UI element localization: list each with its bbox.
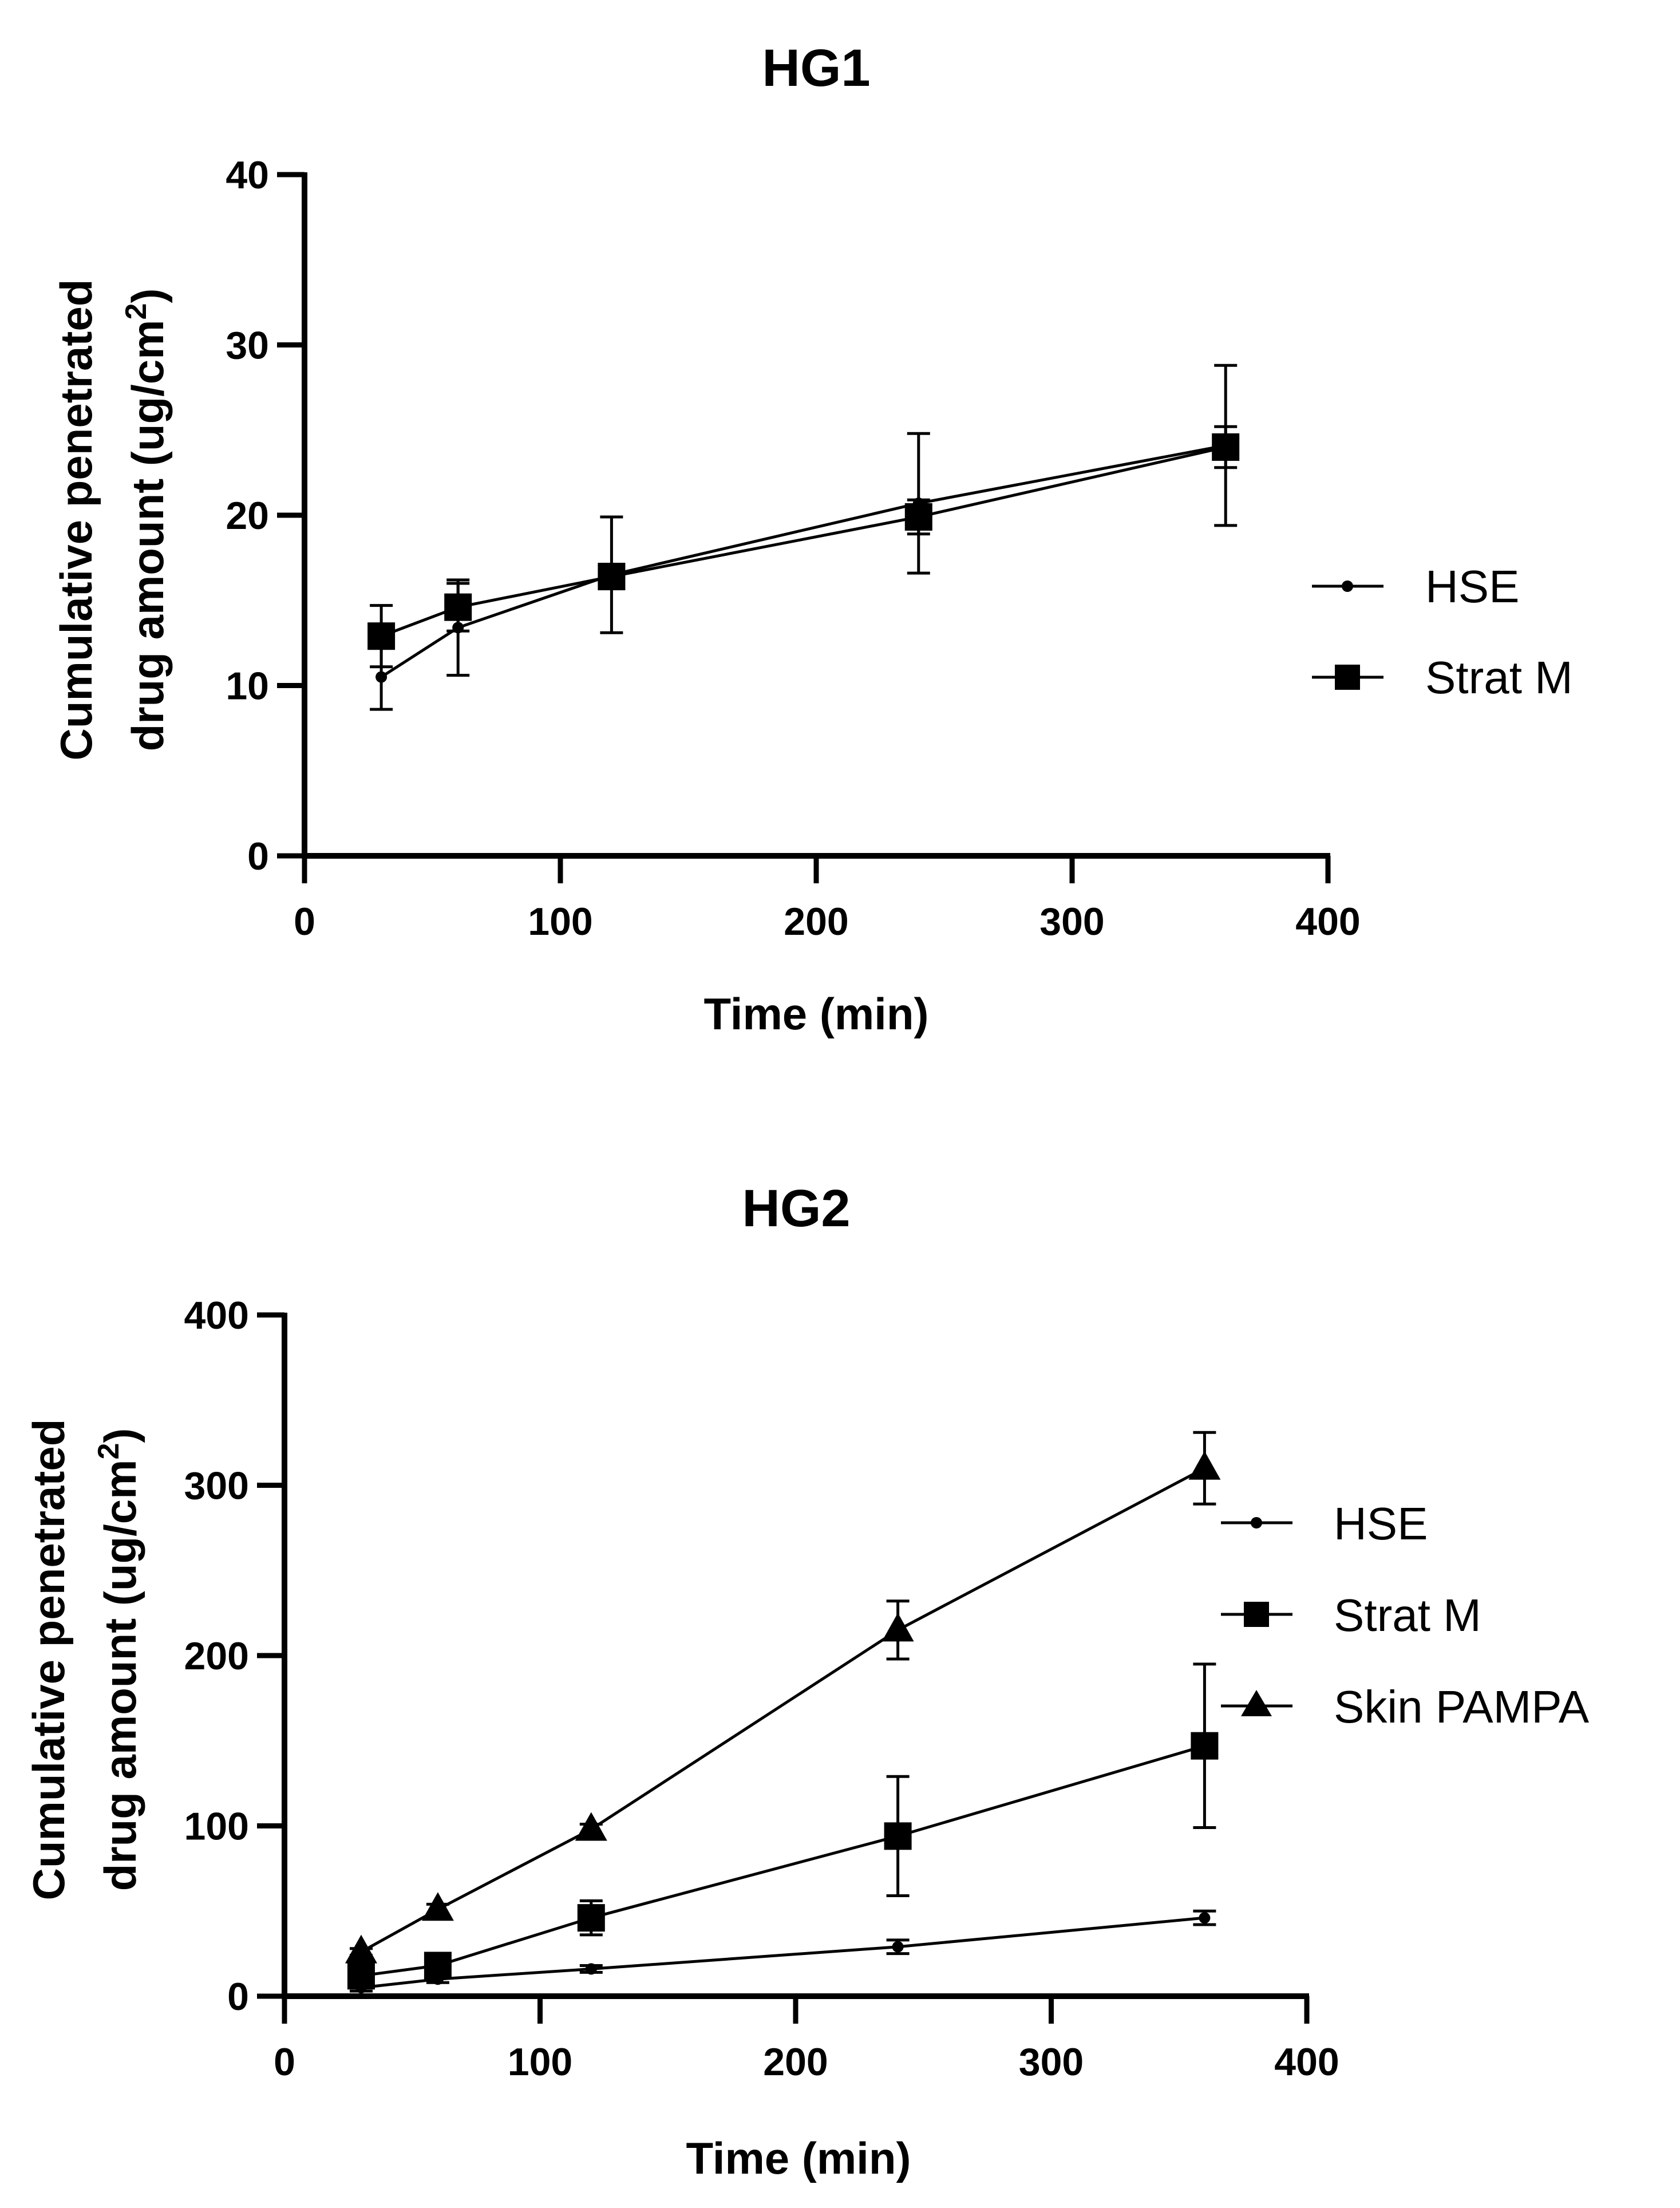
legend-circle-marker-icon (1342, 580, 1353, 592)
data-point (345, 1934, 377, 1964)
legend-label-strat-m: Strat M (1334, 1590, 1481, 1641)
x-axis-title: Time (min) (686, 2133, 911, 2183)
legend-square-marker-icon (1244, 1602, 1269, 1627)
legend-square-marker-icon (1335, 665, 1360, 690)
series-hse (370, 364, 1238, 711)
series-strat-m (367, 425, 1240, 669)
y-axis-title: Cumulative penetrated drug amount (ug/cm… (23, 1419, 145, 1901)
y-tick-label: 0 (247, 835, 269, 878)
series-line-hse (361, 1916, 1205, 1989)
series-line-strat-m (381, 445, 1226, 638)
x-tick-label: 400 (1295, 900, 1360, 943)
data-point (881, 1613, 914, 1642)
y-axis-title-superscript: 2 (120, 303, 153, 320)
y-axis-title-line2: drug amount (ug/cm2) (120, 289, 173, 752)
chart-hg1: HG1 Cumulative penetrated drug amount (u… (51, 39, 1573, 1039)
y-axis-title-close: ) (95, 1428, 145, 1443)
x-tick-label: 200 (784, 900, 848, 943)
legend-label-skin-pampa: Skin PAMPA (1334, 1681, 1590, 1732)
x-tick-label: 0 (274, 2040, 295, 2084)
x-tick-label: 400 (1274, 2040, 1339, 2084)
y-axis-title-text: drug amount (ug/cm (122, 319, 173, 751)
y-tick-label: 10 (226, 665, 269, 708)
data-point (577, 1904, 605, 1932)
data-point (1191, 1732, 1219, 1760)
y-tick-label: 100 (184, 1805, 249, 1848)
legend: HSE Strat M Skin PAMPA (1221, 1498, 1590, 1732)
y-tick-label: 40 (226, 153, 269, 197)
x-tick-label: 300 (1019, 2040, 1084, 2084)
chart-title: HG2 (742, 1179, 850, 1238)
plot-area (367, 364, 1240, 711)
data-point (1188, 1451, 1221, 1480)
legend-item-skin-pampa: Skin PAMPA (1221, 1681, 1590, 1732)
y-axis-title-line2: drug amount (ug/cm2) (92, 1428, 145, 1891)
legend-label-hse: HSE (1334, 1498, 1428, 1549)
data-point (421, 1892, 454, 1921)
y-tick-label: 20 (226, 494, 269, 538)
data-point (904, 503, 932, 531)
y-axis-title: Cumulative penetrated drug amount (ug/cm… (51, 279, 173, 761)
y-axis-title-superscript: 2 (92, 1443, 125, 1460)
data-point (892, 1941, 904, 1953)
y-axis-title-line1: Cumulative penetrated (23, 1419, 74, 1901)
x-axis-title: Time (min) (704, 989, 929, 1039)
data-point (367, 622, 396, 650)
plot-area (345, 1431, 1221, 1994)
y-tick-label: 30 (226, 324, 269, 368)
x-tick-label: 100 (528, 900, 592, 943)
legend-item-hse: HSE (1312, 561, 1520, 612)
chart-hg2: HG2 Cumulative penetrated drug amount (u… (23, 1179, 1590, 2183)
legend-label-hse: HSE (1425, 561, 1520, 612)
legend-triangle-marker-icon (1241, 1690, 1272, 1716)
y-axis-title-text: drug amount (ug/cm (95, 1459, 145, 1891)
data-point (1212, 433, 1240, 461)
chart-title: HG1 (762, 39, 870, 97)
x-tick-label: 100 (508, 2040, 572, 2084)
legend: HSE Strat M (1312, 561, 1573, 703)
y-tick-label: 300 (184, 1464, 249, 1508)
x-tick-label: 200 (763, 2040, 828, 2084)
data-point (598, 563, 626, 591)
x-tick-label: 300 (1039, 900, 1104, 943)
x-tick-label: 0 (294, 900, 315, 943)
data-point (424, 1952, 452, 1980)
series-strat-m (347, 1662, 1219, 1990)
series-line-skin-pampa (360, 1467, 1205, 1953)
y-tick-label: 200 (184, 1634, 249, 1678)
axes: 0 100 200 300 400 0 100 200 300 400 (184, 1294, 1339, 2084)
data-point (347, 1962, 375, 1990)
legend-circle-marker-icon (1251, 1517, 1262, 1528)
data-point (444, 593, 472, 621)
legend-item-hse: HSE (1221, 1498, 1428, 1549)
y-axis-title-close: ) (122, 289, 173, 303)
data-point (585, 1963, 597, 1975)
legend-item-strat-m: Strat M (1221, 1590, 1481, 1641)
series-line-hse (380, 444, 1226, 678)
data-point (1199, 1912, 1211, 1924)
legend-item-strat-m: Strat M (1312, 652, 1573, 703)
data-point (884, 1822, 912, 1850)
y-axis-title-line1: Cumulative penetrated (51, 279, 101, 761)
series-line-strat-m (361, 1744, 1205, 1977)
y-tick-label: 400 (184, 1294, 249, 1337)
data-point (575, 1812, 607, 1841)
data-point (375, 671, 388, 683)
y-tick-label: 0 (227, 1975, 249, 2019)
legend-label-strat-m: Strat M (1425, 652, 1573, 703)
series-skin-pampa (345, 1431, 1221, 1964)
